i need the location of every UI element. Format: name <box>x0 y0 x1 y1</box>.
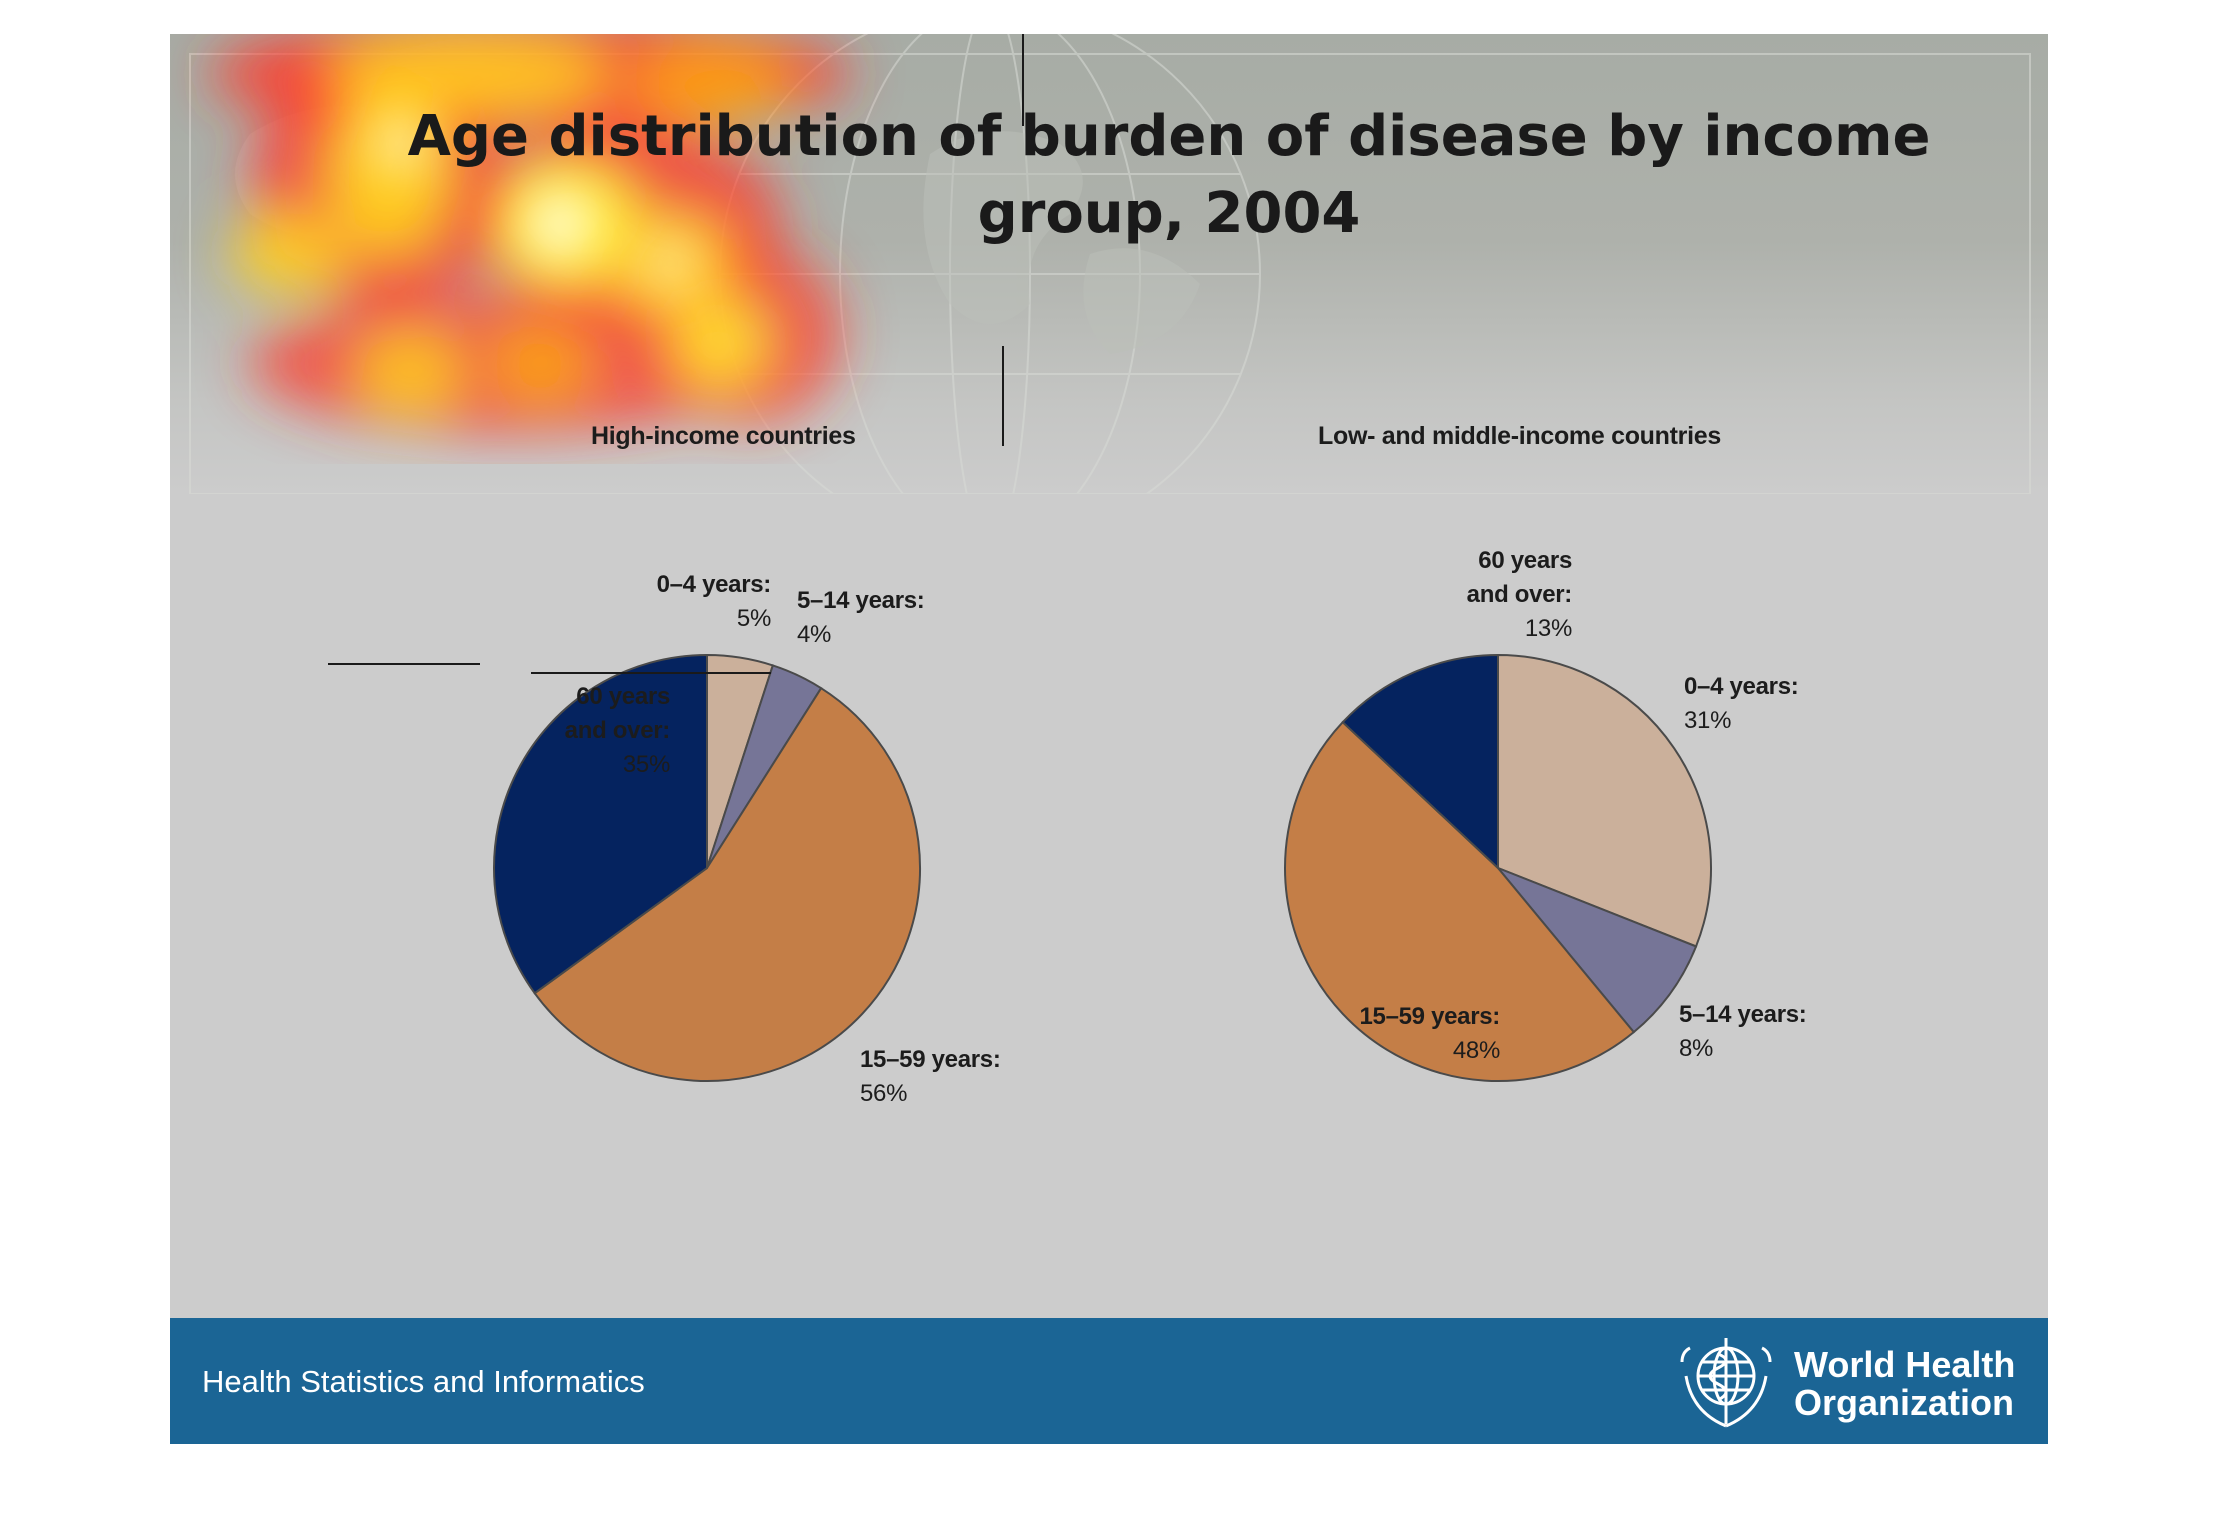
slice-label-value: 31% <box>1684 707 1732 734</box>
pie-chart-high-income <box>493 653 921 1082</box>
slice-label-name: and over: <box>564 717 671 744</box>
slice-label-15-59: 15–59 years: 56% <box>860 1043 1001 1111</box>
divider-line <box>328 663 480 665</box>
slice-label-0-4: 0–4 years: 5% <box>656 568 772 636</box>
slide: Age distribution of burden of disease by… <box>170 34 2048 1444</box>
who-organization-name: World Health Organization <box>1794 1346 2015 1422</box>
slice-label-name: 0–4 years: <box>656 571 772 598</box>
slice-label-name: 5–14 years: <box>797 587 925 614</box>
slice-label-value: 48% <box>1452 1037 1500 1064</box>
pie-slice-0-4-years <box>1497 653 1712 948</box>
divider-line <box>531 672 771 674</box>
pie-charts <box>493 653 1712 1082</box>
slice-label-5-14: 5–14 years: 4% <box>797 584 925 652</box>
org-name-line-2: Organization <box>1794 1382 2015 1423</box>
slice-label-name: 15–59 years: <box>860 1046 1001 1073</box>
slice-label-60-plus: 60 years and over: 35% <box>564 680 671 782</box>
pie-slice-60-years-and-over <box>493 653 708 995</box>
pie-slice-15-59-years <box>533 686 921 1082</box>
pie-chart-low-middle-income <box>1284 653 1712 1082</box>
slice-label-name: 60 years <box>1478 547 1572 574</box>
footer-band: Health Statistics and Informatics World … <box>170 1318 2048 1444</box>
slice-label-60-plus: 60 years and over: 13% <box>1466 544 1573 646</box>
divider-line <box>1002 346 1004 446</box>
slice-label-5-14: 5–14 years: 8% <box>1679 998 1807 1066</box>
pie-slice-15-59-years <box>1284 720 1636 1082</box>
slice-label-value: 56% <box>860 1080 908 1107</box>
divider-line <box>1022 34 1024 126</box>
slice-label-value: 13% <box>1524 615 1572 642</box>
slice-label-name: 5–14 years: <box>1679 1001 1807 1028</box>
pie-slice-60-years-and-over <box>1341 653 1499 871</box>
slice-label-value: 35% <box>622 751 670 778</box>
slice-label-value: 5% <box>736 605 771 632</box>
chart-title-low-middle-income: Low- and middle-income countries <box>1318 422 1721 450</box>
pie-slice-5-14-years <box>1497 867 1698 1034</box>
slice-label-value: 4% <box>797 621 832 648</box>
slice-label-15-59: 15–59 years: 48% <box>1359 1000 1500 1068</box>
page-title-line-2: group, 2004 <box>977 181 1361 246</box>
slice-label-name: 60 years <box>576 683 670 710</box>
chart-title-high-income: High-income countries <box>591 422 856 450</box>
slice-label-value: 8% <box>1679 1035 1714 1062</box>
org-name-line-1: World Health <box>1794 1344 2016 1385</box>
who-emblem-icon <box>1680 1338 1772 1428</box>
slice-label-name: 15–59 years: <box>1359 1003 1500 1030</box>
slice-label-name: and over: <box>1466 581 1573 608</box>
slice-label-0-4: 0–4 years: 31% <box>1684 670 1799 738</box>
slice-label-name: 0–4 years: <box>1684 673 1799 700</box>
page-title: Age distribution of burden of disease by… <box>407 104 1931 169</box>
footer-text: Health Statistics and Informatics <box>202 1364 645 1399</box>
